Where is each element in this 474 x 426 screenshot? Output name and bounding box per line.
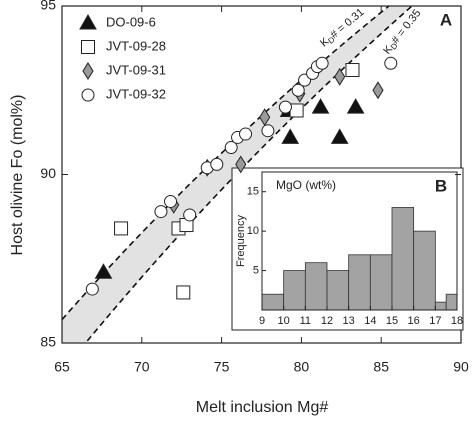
x-tick-label: 70 [134,359,150,375]
histogram-bar [391,207,415,311]
data-point [261,124,275,138]
x-tick-label: 16 [408,315,420,327]
y-tick-label: 5 [253,264,259,276]
data-point [315,56,329,70]
x-tick-label: 90 [453,359,469,375]
data-point [281,128,300,144]
legend-label: DO-09-6 [106,14,156,29]
x-tick-label: 10 [278,315,290,327]
panel-label: B [435,176,447,195]
inset-title: MgO (wt%) [276,178,336,192]
data-point [235,155,247,174]
kd-label-sub: D [389,41,400,51]
data-point [210,157,224,171]
data-point [330,128,349,144]
y-tick-label: 95 [40,0,56,13]
y-tick-label: 85 [40,334,56,350]
histogram-bar [283,270,306,311]
data-point [239,127,253,141]
data-point [346,98,365,114]
data-point [384,56,398,70]
y-tick-label: 10 [247,225,259,237]
x-tick-label: 11 [300,315,311,327]
y-tick-label: 90 [40,165,56,181]
x-tick-label: 85 [373,359,389,375]
histogram-bar [261,293,285,311]
equilibrium-band [62,6,412,343]
x-tick-label: 80 [294,359,310,375]
histogram-bar [445,293,458,311]
y-tick-label: 15 [247,186,259,198]
inset-y-label: Frequency [235,215,247,267]
legend-marker [81,40,95,54]
legend-label: JVT-09-31 [106,62,166,77]
data-point [164,194,178,208]
histogram-bar [369,254,393,311]
legend-marker [82,62,94,80]
histogram-bar [413,230,436,311]
kd-line [84,6,414,343]
data-point [85,282,99,296]
x-tick-label: 17 [429,315,441,327]
data-point [183,208,197,222]
data-point [311,98,330,114]
histogram-bar [326,270,350,311]
x-tick-label: 15 [386,315,398,327]
data-point [154,205,168,219]
legend-marker [79,13,97,30]
data-point [291,83,305,97]
data-point [334,67,346,86]
x-tick-label: 14 [364,315,376,327]
data-point [278,100,292,114]
x-tick-label: 9 [259,315,265,327]
x-tick-label: 75 [214,359,230,375]
histogram-bar [434,301,447,311]
x-tick-label: 18 [451,315,463,327]
data-point [224,141,238,155]
y-axis-label: Host olivine Fo (mol%) [9,95,26,256]
x-tick-label: 13 [343,315,355,327]
data-point [176,285,191,300]
data-point [94,263,113,279]
kd-label-sub: D [326,35,336,46]
data-point [345,63,360,78]
x-axis-label: Melt inclusion Mg# [196,399,329,416]
histogram-bar [348,254,371,311]
x-tick-label: 65 [54,359,70,375]
x-tick-label: 12 [321,315,333,327]
data-point [114,221,129,236]
data-point [372,81,384,100]
data-point [289,103,304,118]
histogram-bar [304,262,328,311]
legend-label: JVT-09-28 [106,38,166,53]
legend-marker [81,88,95,102]
inset-axes [261,171,458,311]
legend-label: JVT-09-32 [106,86,166,101]
panel-label: A [440,10,452,29]
